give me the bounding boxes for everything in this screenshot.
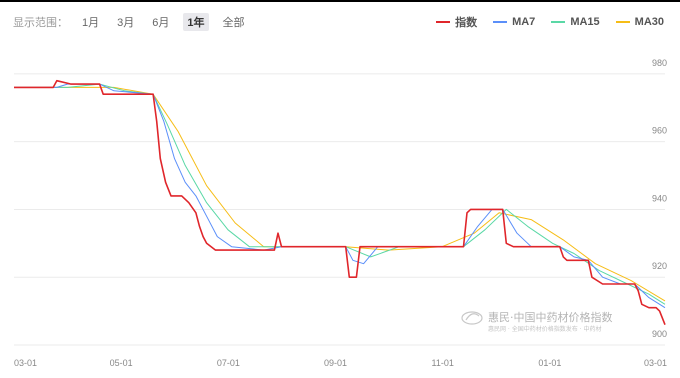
y-tick-label: 960 [652, 126, 667, 136]
watermark: 惠民·中国中药材价格指数 惠民网 · 全国中药材价格指数发布 · 中药材 [461, 310, 613, 333]
legend-swatch-index [436, 21, 451, 23]
x-tick-label: 03-01 [644, 358, 667, 368]
grid [14, 73, 665, 346]
x-axis-ticks: 03-01 05-01 07-01 09-01 11-01 01-01 03-01 [14, 358, 667, 368]
watermark-logo-icon [461, 311, 483, 325]
y-tick-label: 980 [652, 58, 667, 68]
range-selector: 显示范围： 1月 3月 6月 1年 全部 [13, 12, 259, 32]
chart-legend: 指数 MA7 MA15 MA30 [420, 12, 664, 32]
series-line-1 [14, 83, 666, 309]
series [14, 79, 666, 325]
legend-label-ma15: MA15 [570, 16, 600, 28]
legend-swatch-ma7 [493, 21, 508, 23]
legend-item-ma15[interactable]: MA15 [551, 16, 600, 28]
x-tick-label: 05-01 [110, 358, 133, 368]
legend-item-index[interactable]: 指数 [436, 14, 477, 30]
y-tick-label: 940 [652, 193, 667, 203]
range-option-all[interactable]: 全部 [222, 17, 245, 29]
range-option-1y[interactable]: 1年 [183, 13, 209, 31]
y-tick-label: 900 [652, 329, 667, 339]
x-tick-label: 09-01 [324, 358, 347, 368]
top-border [0, 0, 680, 2]
watermark-subtext: 惠民网 · 全国中药材价格指数发布 · 中药材 [488, 325, 601, 333]
series-line-0 [14, 79, 666, 325]
legend-item-ma30[interactable]: MA30 [615, 16, 664, 28]
legend-label-ma30: MA30 [634, 16, 664, 28]
range-option-3m[interactable]: 3月 [117, 17, 135, 29]
x-tick-label: 03-01 [14, 358, 37, 368]
legend-item-ma7[interactable]: MA7 [493, 16, 535, 28]
x-tick-label: 01-01 [538, 358, 561, 368]
y-axis-ticks: 900 920 940 960 980 [652, 58, 667, 339]
range-option-1m[interactable]: 1月 [82, 17, 100, 29]
series-line-2 [14, 83, 666, 305]
x-tick-label: 07-01 [217, 358, 240, 368]
series-line-3 [14, 86, 666, 302]
range-label: 显示范围： [13, 17, 68, 29]
legend-label-index: 指数 [455, 17, 478, 29]
legend-swatch-ma30 [615, 21, 630, 23]
legend-label-ma7: MA7 [512, 16, 536, 28]
legend-swatch-ma15 [551, 21, 566, 23]
range-option-6m[interactable]: 6月 [152, 17, 170, 29]
watermark-text: 惠民·中国中药材价格指数 [488, 310, 613, 324]
x-tick-label: 11-01 [431, 358, 453, 368]
y-tick-label: 920 [652, 261, 667, 271]
